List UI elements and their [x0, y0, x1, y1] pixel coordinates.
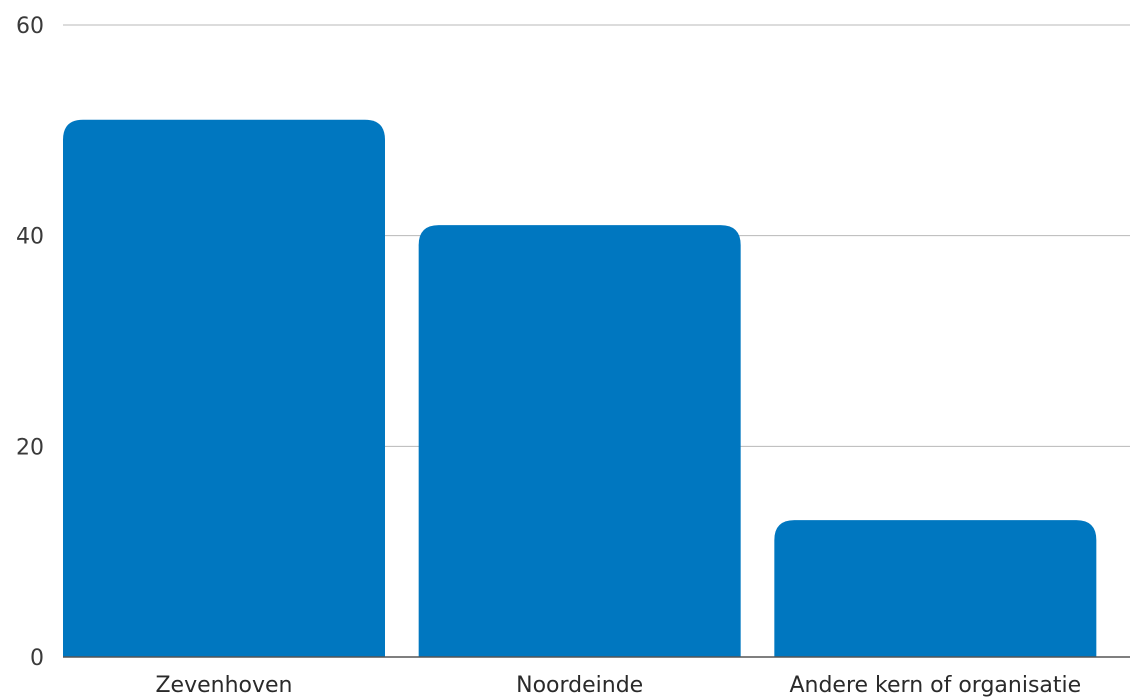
x-axis-labels: Zevenhoven Noordeinde Andere kern of organ… [155, 673, 1081, 698]
y-tick-label: 60 [16, 14, 44, 39]
x-category-label: Noordeinde [516, 673, 643, 698]
x-category-label: Andere kern of organisatie [789, 673, 1081, 698]
y-tick-label: 0 [30, 646, 44, 671]
y-tick-label: 20 [16, 435, 44, 460]
x-category-label: Zevenhoven [155, 673, 292, 698]
bars [63, 119, 1097, 658]
y-axis-ticks: 0 20 40 60 [16, 14, 44, 671]
bar-andere-kern-of-organisatie [774, 520, 1097, 657]
bar-zevenhoven [63, 119, 385, 658]
y-tick-label: 40 [16, 225, 44, 250]
bar-noordeinde [418, 225, 741, 657]
